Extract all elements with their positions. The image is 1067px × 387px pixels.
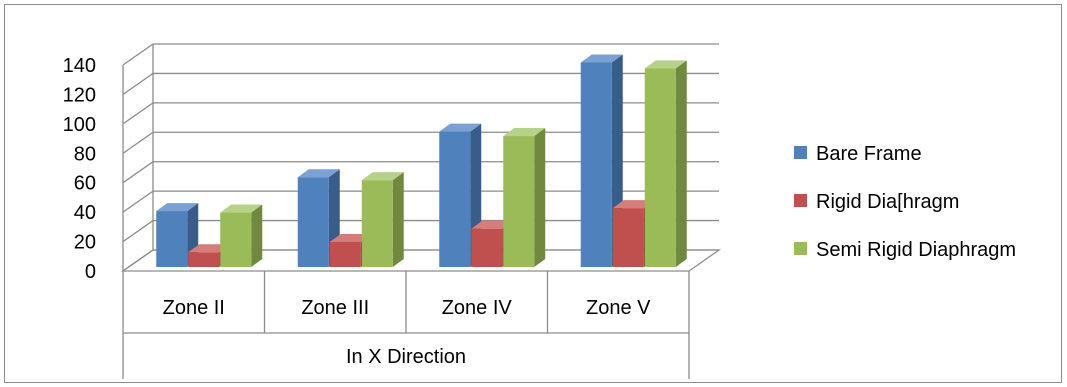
y-tick-label: 80	[74, 143, 96, 165]
y-axis-ticks: 0 20 40 60 80 100 120 140	[63, 55, 96, 283]
bar-top	[644, 60, 687, 69]
bar-side	[534, 128, 546, 267]
side-gridline	[122, 43, 154, 66]
bar	[156, 211, 188, 267]
category-label: Zone II	[163, 297, 225, 319]
bar-top	[188, 244, 231, 253]
bar-top	[156, 203, 199, 212]
y-tick-label: 120	[63, 84, 96, 106]
legend: Bare Frame Rigid Dia[hragm Semi Rigid Diap…	[794, 143, 1016, 261]
legend-label: Rigid Dia[hragm	[816, 191, 959, 213]
y-tick-label: 20	[74, 232, 96, 254]
side-gridline	[122, 72, 154, 95]
bar-top	[220, 204, 263, 213]
side-gridline	[122, 161, 154, 184]
category-group-label: In X Direction	[346, 346, 466, 368]
legend-swatch	[794, 242, 807, 255]
category-label: Zone III	[301, 297, 369, 319]
category-label: Zone IV	[442, 297, 513, 319]
bar-side	[251, 204, 263, 267]
legend-swatch	[794, 194, 807, 207]
bar-top	[580, 54, 623, 63]
floor	[120, 249, 722, 272]
bar-top	[297, 169, 340, 178]
side-gridline	[122, 131, 154, 154]
bar	[503, 136, 535, 267]
category-axis: Zone II Zone III Zone IV Zone V In X Directi…	[122, 271, 690, 379]
bar	[297, 177, 329, 267]
bar-top	[471, 220, 514, 229]
bar-top	[329, 233, 372, 242]
bar	[220, 212, 252, 267]
y-tick-label: 0	[85, 261, 96, 283]
y-tick-label: 60	[74, 173, 96, 195]
bar-top	[503, 128, 546, 137]
bar	[612, 208, 644, 267]
bars	[156, 54, 687, 267]
side-gridline	[122, 102, 154, 125]
bar	[439, 131, 471, 267]
bar	[471, 228, 503, 267]
bar-top	[612, 200, 655, 209]
side-gridline	[122, 220, 154, 243]
legend-label: Bare Frame	[816, 143, 922, 165]
bar-side	[675, 60, 687, 267]
y-tick-label: 40	[74, 202, 96, 224]
bar-top	[439, 123, 482, 132]
bar-top	[361, 172, 404, 181]
legend-swatch	[794, 146, 807, 159]
category-label: Zone V	[586, 297, 651, 319]
legend-label: Semi Rigid Diaphragm	[816, 239, 1016, 261]
bar	[329, 241, 361, 267]
bar	[188, 252, 220, 267]
y-tick-label: 140	[63, 55, 96, 77]
bar	[644, 68, 676, 267]
bar	[361, 180, 393, 267]
side-gridline	[122, 190, 154, 213]
bar	[580, 62, 612, 267]
y-tick-label: 100	[63, 114, 96, 136]
bar-side	[392, 172, 404, 267]
